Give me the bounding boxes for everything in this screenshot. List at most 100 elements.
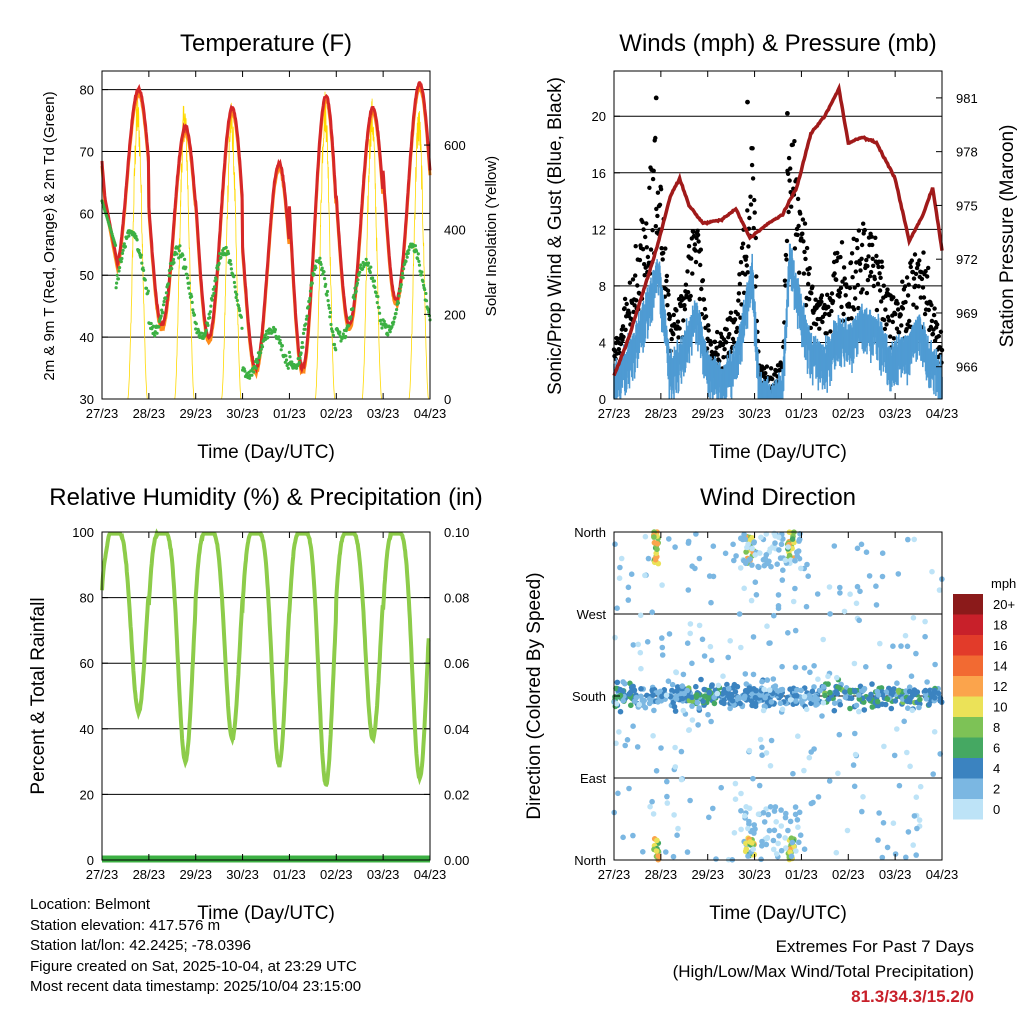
wind-direction-point bbox=[625, 584, 632, 591]
gust-point bbox=[869, 234, 874, 239]
wind-direction-point bbox=[847, 705, 853, 712]
gust-point bbox=[852, 307, 857, 312]
wind-direction-point bbox=[877, 640, 883, 647]
gust-point bbox=[827, 312, 832, 318]
gust-point bbox=[895, 307, 901, 312]
dewpoint-point bbox=[140, 261, 144, 265]
gust-point bbox=[880, 264, 885, 270]
wind-direction-point bbox=[705, 711, 711, 718]
y2-tick-label: 966 bbox=[956, 360, 978, 375]
wind-direction-point bbox=[892, 698, 899, 704]
wind-direction-point bbox=[834, 674, 840, 681]
gust-point bbox=[623, 327, 628, 332]
wind-direction-point bbox=[679, 683, 686, 689]
gust-point bbox=[627, 280, 633, 285]
dewpoint-point bbox=[347, 324, 351, 328]
wind-direction-point bbox=[792, 585, 798, 592]
dewpoint-point bbox=[122, 242, 126, 246]
wind-direction-plot-area bbox=[611, 529, 945, 863]
gust-point bbox=[841, 265, 847, 270]
gust-point bbox=[792, 139, 797, 144]
dewpoint-point bbox=[170, 267, 174, 271]
wind-direction-point bbox=[745, 541, 751, 547]
wind-direction-point bbox=[743, 549, 749, 555]
gust-peak-point bbox=[785, 111, 790, 116]
wind-direction-point bbox=[792, 557, 798, 564]
wind-direction-point bbox=[841, 608, 848, 615]
y-tick-label: 60 bbox=[80, 656, 94, 671]
gust-point bbox=[698, 262, 703, 268]
wind-direction-point bbox=[650, 733, 656, 739]
gust-point bbox=[695, 232, 701, 238]
legend-label: 14 bbox=[993, 659, 1007, 674]
gust-point bbox=[798, 211, 803, 216]
gust-point bbox=[708, 338, 713, 344]
gust-point bbox=[745, 208, 750, 213]
wind-direction-point bbox=[787, 686, 793, 692]
wind-direction-point bbox=[613, 685, 619, 692]
wind-direction-point bbox=[764, 677, 771, 683]
dewpoint-point bbox=[157, 325, 161, 329]
gust-point bbox=[664, 273, 670, 279]
legend-swatch bbox=[953, 737, 983, 758]
gust-point bbox=[701, 297, 707, 302]
gust-point bbox=[724, 327, 729, 332]
wind-direction-point bbox=[779, 577, 786, 583]
wind-direction-point bbox=[680, 707, 687, 714]
dewpoint-point bbox=[212, 285, 217, 289]
gust-point bbox=[810, 284, 815, 289]
wind-direction-point bbox=[825, 696, 832, 702]
gust-point bbox=[929, 302, 934, 308]
dewpoint-point bbox=[298, 356, 302, 360]
dewpoint-point bbox=[392, 320, 396, 324]
dewpoint-point bbox=[115, 281, 119, 285]
rh-ylabel: Percent & Total Rainfall bbox=[28, 597, 49, 794]
wind-direction-point bbox=[854, 545, 861, 552]
wind-direction-point bbox=[767, 640, 773, 646]
dewpoint-point bbox=[399, 285, 403, 289]
wind-direction-point bbox=[771, 530, 777, 537]
wind-direction-point bbox=[795, 733, 801, 739]
wind-direction-point bbox=[671, 812, 677, 818]
dewpoint-point bbox=[143, 278, 147, 282]
dewpoint-point bbox=[155, 331, 159, 335]
wind-direction-point bbox=[906, 684, 913, 690]
dewpoint-point bbox=[396, 301, 400, 305]
gust-point bbox=[690, 271, 695, 276]
wind-direction-point bbox=[642, 533, 649, 540]
dewpoint-point bbox=[352, 293, 356, 297]
gust-point bbox=[622, 296, 628, 302]
gust-point bbox=[795, 232, 800, 238]
station-elevation: Station elevation: 417.576 m bbox=[30, 916, 221, 934]
dewpoint-point bbox=[239, 315, 243, 319]
dewpoint-point bbox=[184, 265, 188, 269]
gust-point bbox=[909, 258, 914, 263]
dewpoint-point bbox=[259, 347, 263, 351]
dewpoint-point bbox=[178, 244, 182, 248]
wind-direction-point bbox=[896, 782, 903, 789]
wind-direction-point bbox=[669, 687, 675, 694]
wind-direction-point bbox=[789, 536, 796, 542]
dewpoint-point bbox=[162, 299, 166, 304]
gust-point bbox=[935, 322, 940, 327]
wind-direction-point bbox=[778, 692, 784, 699]
wind-direction-point bbox=[694, 699, 701, 706]
wind-direction-point bbox=[750, 846, 756, 852]
temperature-xlabel: Time (Day/UTC) bbox=[197, 442, 335, 463]
wind-direction-point bbox=[788, 835, 795, 841]
wind-direction-point bbox=[779, 706, 786, 713]
wind-direction-point bbox=[684, 640, 691, 646]
wind-direction-point bbox=[747, 839, 753, 845]
dewpoint-point bbox=[258, 353, 262, 357]
gust-point bbox=[864, 290, 870, 296]
dewpoint-point bbox=[393, 315, 397, 319]
gust-point bbox=[852, 285, 857, 290]
dewpoint-point bbox=[314, 266, 318, 270]
wind-direction-point bbox=[672, 708, 679, 714]
wind-direction-point bbox=[751, 822, 757, 828]
gust-point bbox=[740, 241, 746, 246]
wind-direction-point bbox=[913, 650, 919, 657]
wind-direction-point bbox=[868, 691, 874, 698]
gust-point bbox=[671, 332, 676, 337]
wind-direction-point bbox=[616, 575, 623, 581]
